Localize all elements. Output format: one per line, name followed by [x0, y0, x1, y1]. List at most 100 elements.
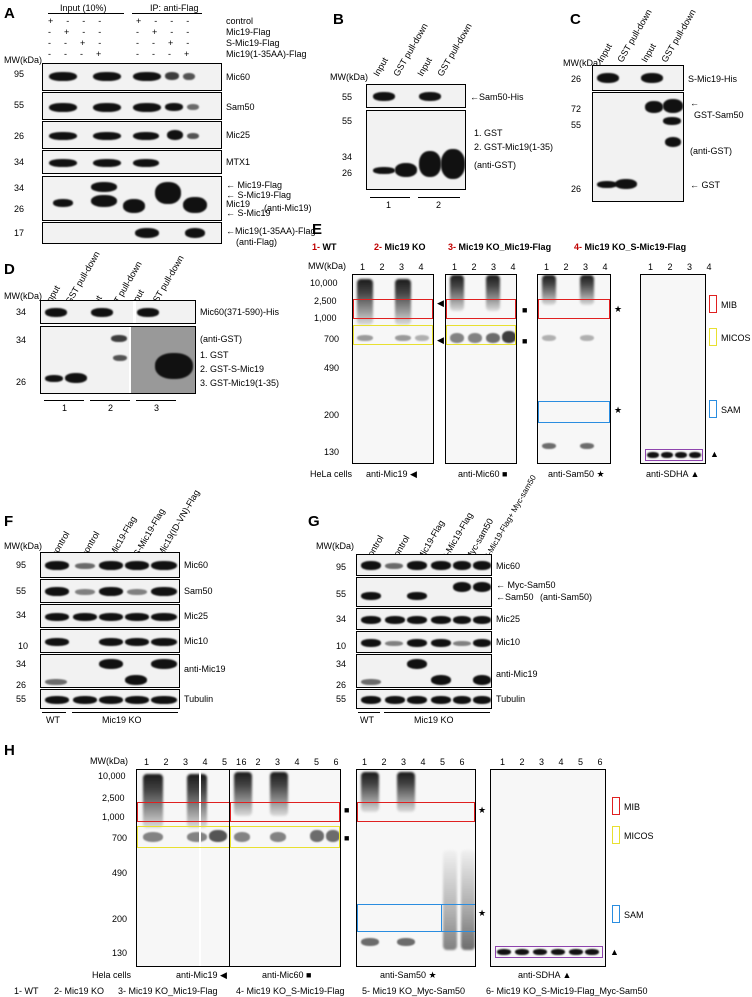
sam50-label: ←Sam50: [496, 592, 534, 602]
blot-mic19: [42, 176, 222, 221]
group-label: 1: [386, 200, 392, 210]
c-label: ←: [690, 98, 699, 108]
mw-tick: 2,500: [314, 296, 337, 306]
mw-tick: 34: [14, 183, 25, 193]
mw-label: MW(kDa): [90, 756, 128, 766]
blot-sam50: [40, 579, 180, 603]
panel-label: G: [308, 513, 320, 530]
mw-label: MW(kDa): [330, 72, 368, 82]
blot-name: Mic60: [496, 561, 521, 571]
blot-name: Tubulin: [184, 694, 214, 704]
legend-item: 1. GST: [474, 128, 503, 138]
mark: ★: [614, 304, 623, 314]
blot-mic25: [40, 604, 180, 628]
mw-label: MW(kDa): [4, 291, 42, 301]
short-label: (anti-Flag): [236, 237, 278, 247]
mw-tick: 490: [112, 868, 128, 878]
condition-label: Mic19-Flag: [226, 27, 271, 37]
legend-text: Mic19 KO_Mic19-Flag: [458, 242, 552, 252]
blot-name: MTX1: [226, 157, 251, 167]
lane-label: GST pull-down: [659, 7, 698, 64]
mw-tick: 55: [342, 92, 353, 102]
mark: ▲: [710, 449, 719, 459]
antibody-label: anti-Mic60 ■: [458, 469, 508, 479]
cell-label: Hela cells: [92, 970, 132, 980]
blot-name: Mic25: [226, 130, 251, 140]
legend-num: 4-: [574, 242, 583, 252]
blot-name: Mic10: [496, 637, 521, 647]
bn-blot-sdha: [640, 274, 706, 464]
mark: ◀: [437, 335, 444, 345]
mw-tick: 34: [16, 610, 27, 620]
group-label: 2: [108, 403, 114, 413]
panel-label: E: [312, 221, 323, 238]
mw-tick: 95: [336, 562, 347, 572]
mark: ■: [522, 336, 528, 346]
mw-tick: 26: [14, 204, 25, 214]
mw-label: MW(kDa): [563, 58, 601, 68]
blot-mic19-short: [42, 222, 222, 244]
blot-name: Mic60: [226, 72, 251, 82]
blot-name: Mic25: [496, 614, 521, 624]
blot-mic19: [40, 654, 180, 688]
antibody-label: anti-SDHA ▲: [646, 469, 700, 479]
sam50-label: (anti-Sam50): [540, 592, 593, 602]
mw-tick: 55: [336, 694, 347, 704]
bn-blot-mic60: [445, 274, 517, 464]
blot-tubulin: [40, 689, 180, 709]
mic19-label: (anti-Mic19): [264, 203, 312, 213]
blot-mtx1: [42, 150, 222, 174]
mw-tick: 10: [336, 641, 347, 651]
legend-item: 2- Mic19 KO: [54, 986, 105, 996]
complex-label: MIB: [721, 300, 738, 310]
legend-text: Mic19 KO_S-Mic19-Flag: [584, 242, 687, 252]
lane-label: Mic19(ID-VN)-Flag: [155, 488, 202, 558]
legend-item: 1. GST: [200, 350, 229, 360]
mark: ◀: [437, 298, 444, 308]
mw-tick: 1,000: [102, 812, 125, 822]
input-header: Input (10%): [60, 3, 107, 13]
mw-tick: 26: [342, 168, 353, 178]
mw-tick: 26: [14, 131, 25, 141]
mw-tick: 55: [336, 589, 347, 599]
complex-label: SAM: [624, 910, 644, 920]
mw-tick: 34: [14, 157, 25, 167]
legend-item: 5- Mic19 KO_Myc-Sam50: [362, 986, 466, 996]
mw-tick: 34: [16, 659, 27, 669]
mw-tick: 26: [571, 74, 582, 84]
mw-label: MW(kDa): [308, 261, 346, 271]
group-label: Mic19 KO: [102, 715, 142, 725]
blot-s-mic19-his: [592, 65, 684, 91]
mw-tick: 700: [324, 334, 340, 344]
blot-name: anti-Mic19: [184, 664, 226, 674]
antibody-label: anti-Mic60 ■: [262, 970, 312, 980]
mw-tick: 10: [18, 641, 29, 651]
mw-tick: 26: [16, 680, 27, 690]
blot-mic10: [356, 631, 492, 653]
mw-tick: 26: [336, 680, 347, 690]
mw-tick: 10,000: [98, 771, 126, 781]
panel-label: D: [4, 261, 15, 278]
mw-tick: 55: [571, 120, 582, 130]
panel-label: C: [570, 11, 581, 28]
blot-name: Sam50: [226, 102, 255, 112]
bn-blot-sdha: [490, 769, 606, 967]
complex-label: MIB: [624, 802, 641, 812]
blot-name: Mic25: [184, 611, 209, 621]
short-label: ←Mic19(1-35AA)-Flag: [226, 226, 316, 236]
mw-tick: 34: [16, 335, 27, 345]
condition-label: control: [226, 16, 254, 26]
legend-item: 6- Mic19 KO_S-Mic19-Flag_Myc-Sam50: [486, 986, 648, 996]
panel-label: F: [4, 513, 14, 530]
blot-mic60: [40, 552, 180, 578]
group-label: WT: [360, 715, 374, 725]
mw-tick: 130: [112, 948, 128, 958]
panel-label: B: [333, 11, 344, 28]
blot-mic60: [356, 554, 492, 576]
mw-tick: 200: [112, 914, 128, 924]
c-label: (anti-GST): [690, 146, 733, 156]
legend-item: 2. GST-Mic19(1-35): [474, 142, 554, 152]
condition-label: Mic19(1-35AA)-Flag: [226, 49, 307, 59]
mw-tick: 1,000: [314, 313, 337, 323]
mw-tick: 34: [16, 307, 27, 317]
